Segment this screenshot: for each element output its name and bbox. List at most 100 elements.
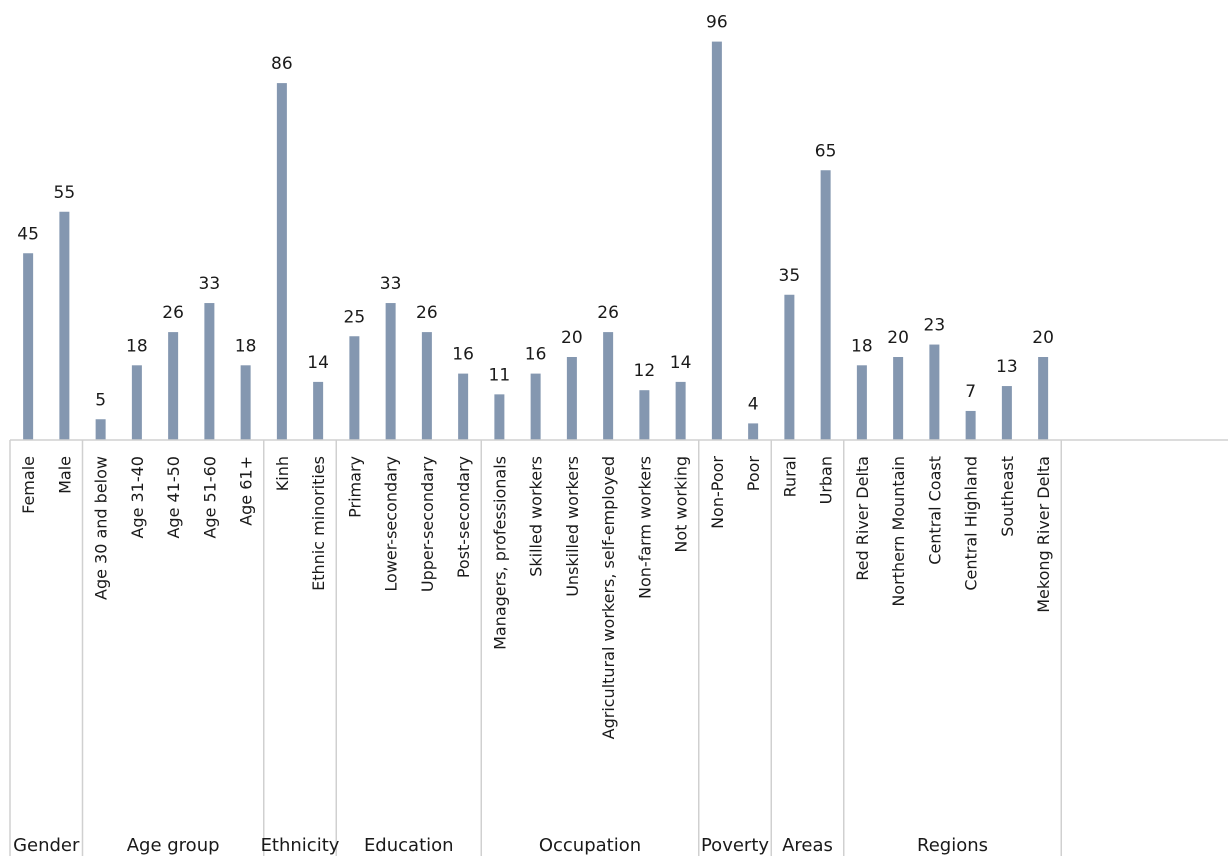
category-label: Urban [817, 456, 836, 504]
category-label: Central Coast [925, 456, 944, 565]
category-label: Skilled workers [527, 456, 546, 577]
data-label: 20 [561, 328, 583, 348]
bar [458, 373, 469, 440]
bar [784, 294, 795, 440]
data-label: 14 [670, 353, 692, 373]
bar [893, 357, 904, 440]
category-label: Age 41-50 [164, 456, 183, 539]
data-label: 96 [706, 13, 728, 33]
bar [530, 373, 541, 440]
bar [711, 41, 722, 440]
group-label: Occupation [539, 835, 641, 856]
bar [421, 332, 432, 440]
data-label: 20 [1032, 328, 1054, 348]
data-label: 12 [634, 361, 656, 381]
bar [820, 170, 831, 440]
category-label: Post-secondary [454, 456, 473, 578]
bar [349, 336, 360, 440]
group-label: Gender [13, 835, 80, 856]
data-label: 26 [416, 303, 438, 323]
data-label: 16 [525, 345, 547, 365]
category-label: Agricultural workers, self-employed [599, 456, 618, 739]
category-label: Age 61+ [237, 456, 256, 526]
category-label: Age 51-60 [200, 456, 219, 539]
data-label: 33 [199, 274, 221, 294]
bar [168, 332, 179, 440]
bar [965, 410, 976, 440]
data-label: 45 [17, 224, 39, 244]
data-label: 16 [452, 345, 474, 365]
group-label: Age group [127, 835, 220, 856]
bar [313, 381, 324, 440]
category-labels-layer: Female Male Age 30 and below Age 31-40 Age 4… [19, 456, 1053, 740]
group-label: Ethnicity [261, 835, 340, 856]
category-label: Ethnic minorities [309, 456, 328, 591]
bar [385, 303, 396, 440]
category-label: Lower-secondary [382, 456, 401, 592]
data-label: 18 [126, 336, 148, 356]
bar [95, 419, 106, 440]
bar [1038, 357, 1049, 440]
data-label: 4 [748, 394, 759, 414]
bar [23, 253, 34, 440]
bar [131, 365, 142, 440]
category-label: Poor [744, 456, 763, 492]
data-label: 23 [924, 316, 946, 336]
category-label: Age 31-40 [128, 456, 147, 539]
group-labels-layer: Gender Age group Ethnicity Education Occupat… [13, 835, 988, 856]
data-label: 18 [235, 336, 257, 356]
category-label: Kinh [273, 456, 292, 491]
bar [1001, 386, 1012, 440]
category-label: Age 30 and below [92, 456, 111, 600]
data-label: 5 [95, 390, 106, 410]
group-label: Regions [917, 835, 988, 856]
category-label: Managers, professionals [490, 456, 509, 650]
bar [566, 357, 577, 440]
category-label: Male [55, 456, 74, 494]
bar [204, 303, 215, 440]
bar [494, 394, 505, 440]
category-label: Not working [672, 456, 691, 553]
group-label: Areas [782, 835, 833, 856]
data-label: 26 [162, 303, 184, 323]
bar [675, 381, 686, 440]
data-label: 35 [779, 266, 801, 286]
category-label: Mekong River Delta [1034, 456, 1053, 613]
data-label: 20 [887, 328, 909, 348]
data-label: 33 [380, 274, 402, 294]
category-label: Unskilled workers [563, 456, 582, 597]
category-label: Southeast [998, 456, 1017, 537]
group-label: Education [364, 835, 454, 856]
category-label: Non-Poor [708, 456, 727, 529]
data-label: 13 [996, 357, 1018, 377]
bar [929, 344, 940, 440]
bar [856, 365, 867, 440]
data-label: 25 [344, 307, 366, 327]
data-label: 7 [965, 382, 976, 402]
data-label: 14 [307, 353, 329, 373]
category-label: Red River Delta [853, 456, 872, 581]
data-label: 18 [851, 336, 873, 356]
axis-layer [9, 439, 1228, 856]
group-label: Poverty [701, 835, 769, 856]
data-label: 26 [597, 303, 619, 323]
bar [240, 365, 251, 440]
category-label: Upper-secondary [418, 456, 437, 592]
bar [748, 423, 759, 440]
data-label: 86 [271, 54, 293, 74]
category-label: Female [19, 456, 38, 514]
category-label: Primary [345, 456, 364, 518]
category-label: Non-farm workers [635, 456, 654, 599]
bar [603, 332, 614, 440]
bar [59, 211, 70, 440]
data-label: 11 [489, 365, 511, 385]
category-label: Central Highland [962, 456, 981, 591]
bar [639, 390, 650, 440]
data-label: 65 [815, 141, 837, 161]
bar [276, 83, 287, 440]
bars-layer [23, 41, 1049, 440]
category-label: Rural [780, 456, 799, 497]
category-label: Northern Mountain [889, 456, 908, 607]
